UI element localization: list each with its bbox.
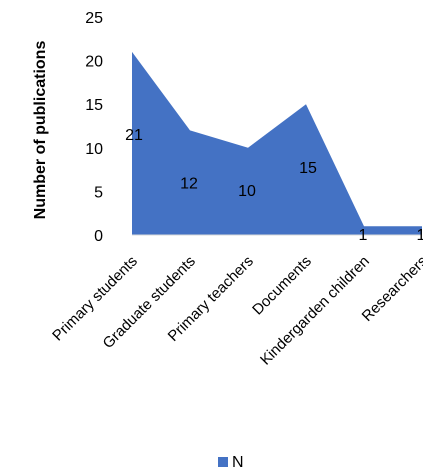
legend: N: [218, 454, 244, 471]
area-series-fill: [132, 51, 422, 235]
data-label: 1: [359, 227, 368, 244]
y-axis-title: Number of publications: [32, 41, 49, 220]
y-tick-label: 5: [94, 184, 103, 201]
data-label: 15: [299, 160, 317, 177]
y-tick-labels: 0 5 10 15 20 25: [85, 10, 103, 245]
data-label: 12: [180, 175, 198, 192]
y-tick-label: 15: [85, 97, 103, 114]
data-label: 10: [238, 183, 256, 200]
data-labels: 21 12 10 15 1 1: [125, 127, 423, 244]
category-label: Kindergarden children: [257, 253, 373, 369]
legend-label: N: [232, 454, 244, 471]
y-tick-label: 0: [94, 228, 103, 245]
y-tick-label: 25: [85, 10, 103, 27]
y-tick-label: 10: [85, 141, 103, 158]
data-label: 21: [125, 127, 143, 144]
data-label: 1: [417, 227, 423, 244]
area-series: [132, 51, 422, 236]
y-tick-label: 20: [85, 54, 103, 71]
legend-swatch: [218, 457, 228, 467]
